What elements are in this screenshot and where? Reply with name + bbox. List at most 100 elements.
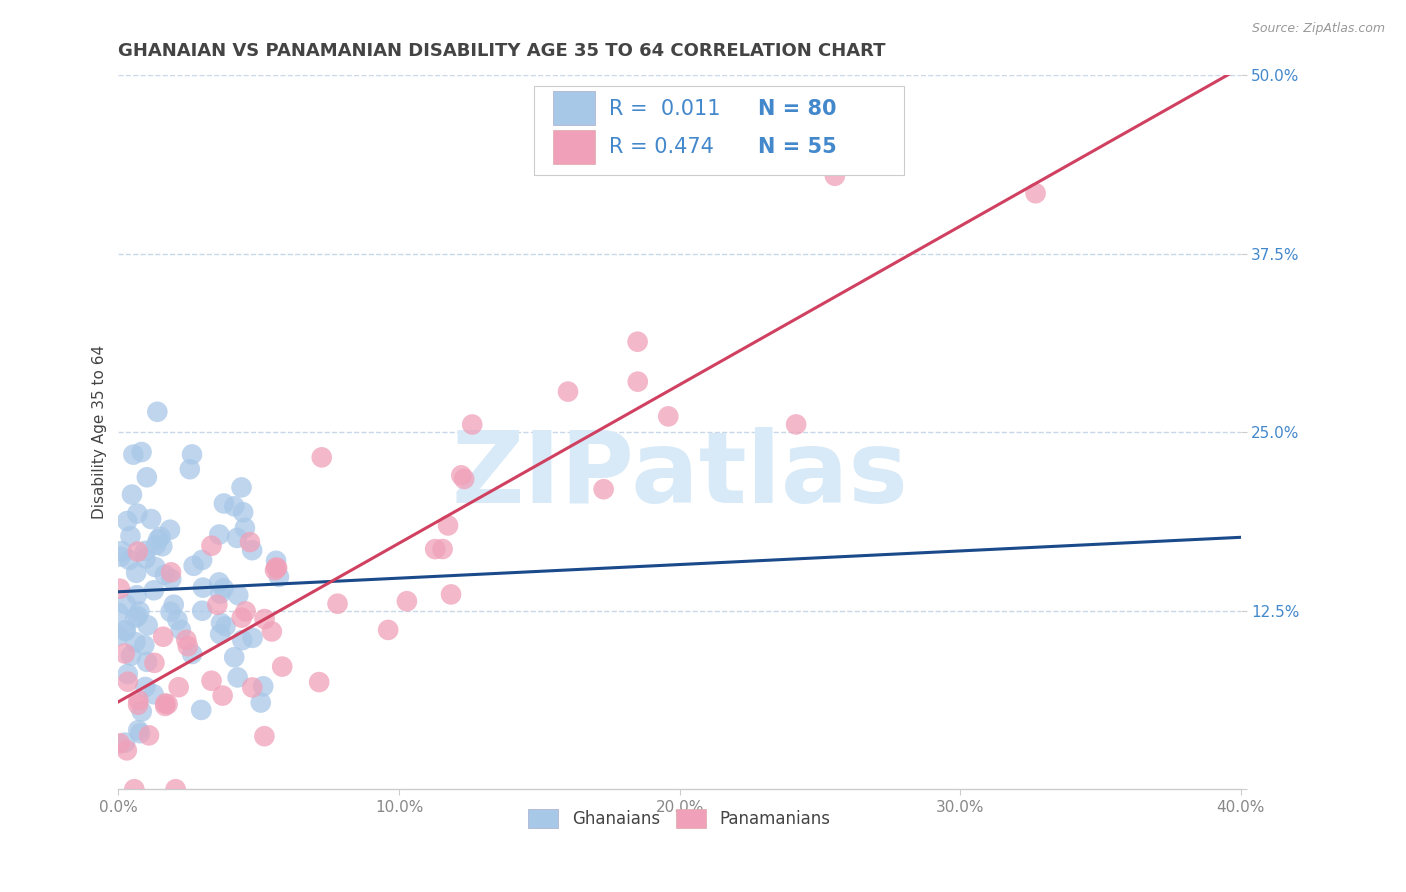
Legend: Ghanaians, Panamanians: Ghanaians, Panamanians (522, 802, 838, 834)
Point (450, 468, 472, 483)
Point (239, 535, 262, 549)
Point (108, 582, 131, 596)
Point (125, 566, 148, 580)
Point (557, 384, 579, 399)
Point (108, 736, 131, 750)
Point (143, 656, 166, 670)
Point (240, 543, 263, 558)
Point (136, 655, 159, 669)
Point (266, 561, 288, 575)
Point (159, 605, 181, 619)
Point (183, 558, 205, 573)
Point (212, 581, 235, 595)
Y-axis label: Disability Age 35 to 64: Disability Age 35 to 64 (93, 345, 107, 519)
Point (134, 544, 156, 558)
Point (160, 566, 183, 580)
Point (440, 587, 463, 601)
Point (240, 681, 263, 695)
Point (134, 680, 156, 694)
Text: ZIPatlas: ZIPatlas (451, 426, 908, 524)
Point (156, 697, 179, 711)
Point (114, 624, 136, 638)
Point (311, 450, 333, 465)
Point (1025, 186, 1047, 201)
Point (153, 567, 176, 582)
FancyBboxPatch shape (534, 86, 904, 175)
Text: R =  0.011: R = 0.011 (609, 99, 720, 119)
Point (437, 518, 460, 533)
Point (114, 647, 136, 661)
Point (657, 409, 679, 424)
Point (115, 598, 138, 612)
Point (253, 612, 276, 626)
Point (209, 627, 232, 641)
Point (226, 670, 249, 684)
Point (233, 521, 256, 535)
Point (131, 445, 153, 459)
Point (131, 705, 153, 719)
Point (249, 696, 271, 710)
Point (425, 542, 447, 557)
Point (260, 624, 283, 639)
Point (111, 544, 134, 558)
Point (124, 782, 146, 797)
Point (155, 697, 177, 711)
Point (191, 553, 214, 567)
Point (124, 611, 146, 625)
Point (110, 549, 132, 564)
Point (191, 604, 214, 618)
Point (308, 675, 330, 690)
Point (124, 635, 146, 649)
Point (165, 782, 187, 797)
Point (208, 575, 231, 590)
Point (264, 554, 287, 568)
Point (231, 633, 253, 648)
Point (127, 693, 149, 707)
Point (142, 583, 165, 598)
Point (117, 667, 139, 681)
Point (176, 632, 198, 647)
Point (118, 553, 141, 567)
Point (115, 743, 138, 757)
Point (143, 560, 166, 574)
Point (142, 687, 165, 701)
Point (114, 624, 136, 638)
Point (191, 581, 214, 595)
Point (167, 680, 190, 694)
Point (163, 598, 186, 612)
Point (120, 529, 142, 543)
Point (166, 613, 188, 627)
Point (127, 507, 149, 521)
Point (209, 615, 232, 630)
Text: Source: ZipAtlas.com: Source: ZipAtlas.com (1251, 22, 1385, 36)
Point (136, 618, 159, 632)
Point (264, 560, 287, 574)
Point (135, 551, 157, 566)
Point (146, 405, 169, 419)
Point (231, 610, 253, 624)
FancyBboxPatch shape (553, 129, 595, 164)
Point (122, 448, 145, 462)
Text: N = 55: N = 55 (758, 137, 837, 158)
Point (264, 563, 287, 577)
Point (326, 597, 349, 611)
Point (231, 480, 253, 494)
FancyBboxPatch shape (553, 91, 595, 126)
Point (267, 570, 290, 584)
Point (127, 698, 149, 712)
Point (208, 527, 231, 541)
Point (148, 533, 170, 547)
Point (181, 647, 204, 661)
Point (226, 588, 249, 602)
Point (127, 544, 149, 558)
Point (107, 606, 129, 620)
Point (114, 736, 136, 750)
Point (128, 604, 150, 618)
Point (209, 587, 232, 601)
Point (211, 689, 233, 703)
Point (395, 594, 418, 608)
Point (377, 623, 399, 637)
Point (135, 470, 157, 484)
Text: R = 0.474: R = 0.474 (609, 137, 714, 158)
Point (127, 723, 149, 738)
